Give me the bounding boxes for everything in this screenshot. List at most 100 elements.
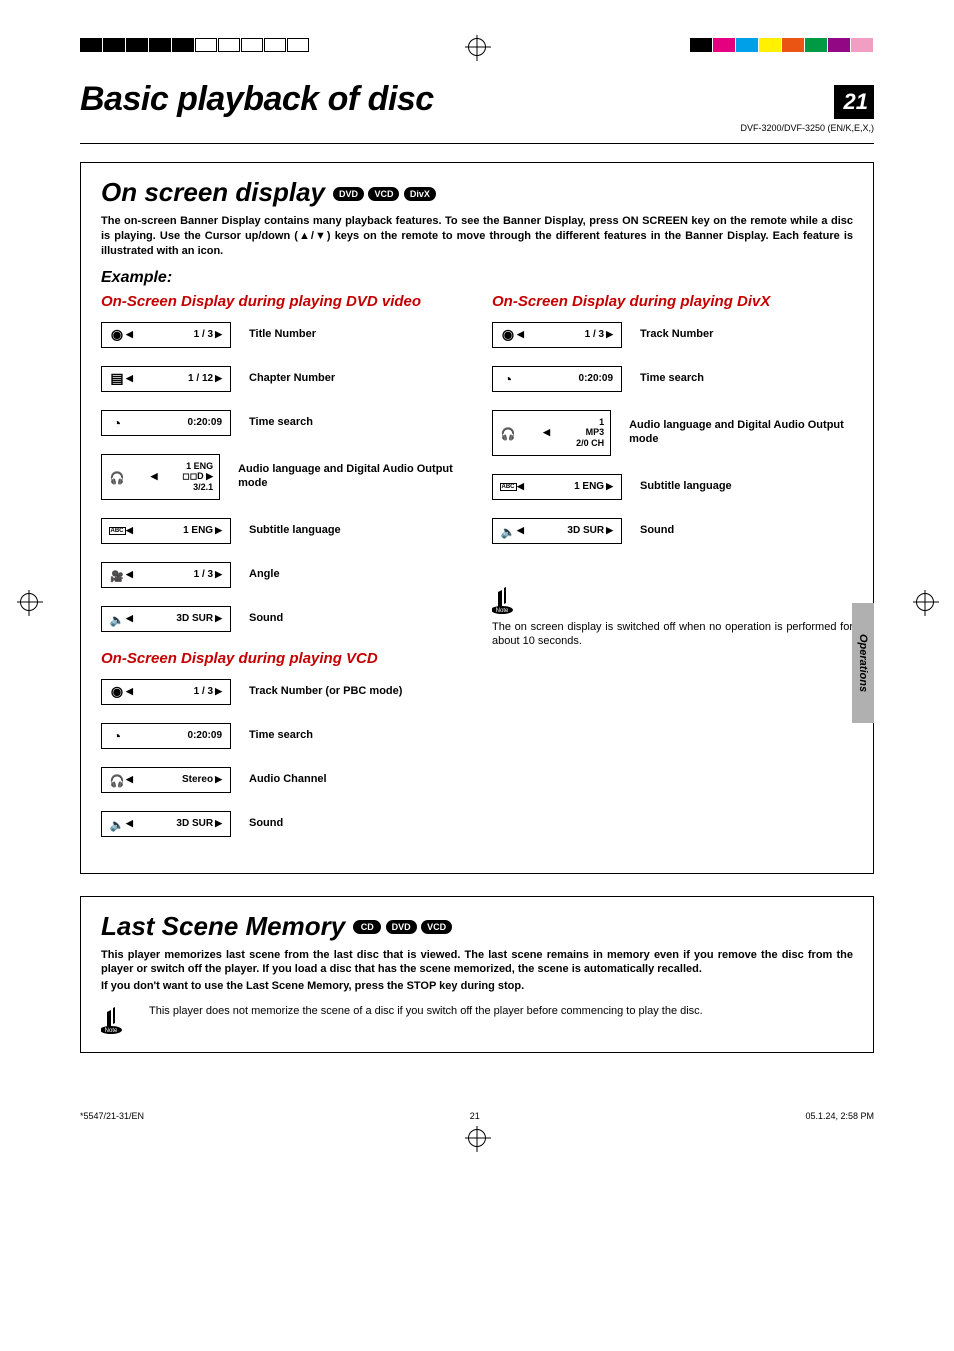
osd-box: 0:20:09	[492, 366, 622, 392]
format-badge: DivX	[404, 187, 436, 201]
footer-right: 05.1.24, 2:58 PM	[805, 1111, 874, 1121]
osd-dvd-heading: On-Screen Display during playing DVD vid…	[101, 293, 462, 310]
lsm-title: Last Scene Memory	[101, 911, 345, 942]
osd-box: ◀3D SUR▶	[101, 606, 231, 632]
left-arrow-icon: ◀	[126, 569, 133, 580]
osd-row: ◀3D SUR▶Sound	[492, 518, 853, 544]
left-arrow-icon: ◀	[126, 613, 133, 624]
osd-value: 1 / 12▶	[133, 373, 224, 384]
format-badge: VCD	[368, 187, 399, 201]
osd-row: ◀1 ENG◻◻D ▶3/2.1 Audio language and Digit…	[101, 454, 462, 500]
osd-row: ◀1 / 3▶ Angle	[101, 562, 462, 588]
osd-divx-heading: On-Screen Display during playing DivX	[492, 293, 853, 310]
osd-box: ◀3D SUR▶	[101, 811, 231, 837]
registration-target-right-icon	[916, 593, 934, 611]
osd-row: ◀1 / 12▶Chapter Number	[101, 366, 462, 392]
color-swatch	[782, 38, 804, 52]
left-arrow-icon: ◀	[517, 525, 524, 536]
osd-row: ◀1 / 3▶ Track Number (or PBC mode)	[101, 679, 462, 705]
osd-vcd-heading: On-Screen Display during playing VCD	[101, 650, 462, 667]
osd-desc: Title Number	[249, 328, 316, 342]
osd-desc: Time search	[249, 729, 313, 743]
osd-header: On screen display DVD VCD DivX	[101, 177, 853, 208]
osd-desc: Subtitle language	[640, 480, 732, 494]
osd-value: 1 ENG◻◻D ▶3/2.1	[182, 461, 213, 492]
osd-title: On screen display	[101, 177, 325, 208]
osd-note-text: The on screen display is switched off wh…	[492, 620, 853, 650]
osd-row: ◀3D SUR▶ Sound	[101, 606, 462, 632]
clock-icon	[499, 370, 517, 388]
osd-desc: Time search	[640, 372, 704, 386]
abc-icon: ABC	[108, 522, 126, 540]
color-swatches	[690, 38, 874, 52]
abc-icon: ABC	[499, 478, 517, 496]
osd-desc: Track Number (or PBC mode)	[249, 685, 402, 699]
model-line: DVF-3200/DVF-3250 (EN/K,E,X,)	[80, 123, 874, 133]
osd-row: ◀1 / 3▶ Track Number	[492, 322, 853, 348]
format-badge: DVD	[386, 920, 417, 934]
lsm-section: Last Scene Memory CD DVD VCD This player…	[80, 896, 874, 1054]
footer-center: 21	[470, 1111, 480, 1121]
color-swatch	[805, 38, 827, 52]
disc-icon	[108, 326, 126, 344]
osd-row: ◀Stereo▶Audio Channel	[101, 767, 462, 793]
osd-desc: Audio language and Digital Audio Output …	[629, 419, 853, 447]
osd-box: ABC◀1 ENG▶	[101, 518, 231, 544]
osd-row: ABC◀1 ENG▶ Subtitle language	[492, 474, 853, 500]
osd-box: 0:20:09	[101, 410, 231, 436]
clock-icon	[108, 727, 126, 745]
format-badge: VCD	[421, 920, 452, 934]
osd-value: Stereo▶	[133, 774, 224, 785]
osd-desc: Time search	[249, 416, 313, 430]
osd-value: 3D SUR▶	[133, 613, 224, 624]
osd-row: 0:20:09 Time search	[101, 723, 462, 749]
page-title: Basic playback of disc	[80, 80, 434, 119]
printer-marks-bottom	[0, 1129, 954, 1159]
osd-desc: Sound	[249, 612, 283, 626]
note-icon: Note	[492, 584, 528, 614]
osd-desc: Subtitle language	[249, 524, 341, 538]
osd-box: ◀1 / 12▶	[101, 366, 231, 392]
color-swatch	[736, 38, 758, 52]
osd-value: 1 ENG▶	[133, 525, 224, 536]
side-tab-operations: Operations	[852, 603, 874, 723]
registration-blocks-left	[80, 38, 310, 52]
example-label: Example:	[101, 269, 853, 287]
chap-icon	[108, 370, 126, 388]
osd-value: 1 / 3▶	[133, 329, 224, 340]
color-swatch	[713, 38, 735, 52]
osd-box: ◀1 ENG◻◻D ▶3/2.1	[101, 454, 220, 500]
left-arrow-icon: ◀	[126, 329, 133, 340]
spk-icon	[108, 815, 126, 833]
spk-icon	[108, 610, 126, 628]
osd-value: 3D SUR▶	[133, 818, 224, 829]
osd-box: ◀1MP32/0 CH	[492, 410, 611, 456]
page-number-badge: 21	[834, 85, 874, 119]
osd-box: ABC◀1 ENG▶	[492, 474, 622, 500]
registration-target-left-icon	[20, 593, 38, 611]
osd-value: 0:20:09	[517, 373, 615, 384]
osd-box: ◀1 / 3▶	[101, 679, 231, 705]
osd-desc: Track Number	[640, 328, 713, 342]
osd-value: 0:20:09	[126, 417, 224, 428]
spk-icon	[499, 522, 517, 540]
clock-icon	[108, 414, 126, 432]
cam-icon	[108, 566, 126, 584]
osd-desc: Angle	[249, 568, 280, 582]
left-arrow-icon: ◀	[517, 481, 524, 492]
color-swatch	[828, 38, 850, 52]
lsm-body: This player memorizes last scene from th…	[101, 948, 853, 978]
osd-box: 0:20:09	[101, 723, 231, 749]
osd-note-block: Note The on screen display is switched o…	[492, 584, 853, 650]
color-swatch	[690, 38, 712, 52]
registration-target-icon	[468, 38, 486, 56]
osd-box: ◀3D SUR▶	[492, 518, 622, 544]
osd-box: ◀Stereo▶	[101, 767, 231, 793]
osd-box: ◀1 / 3▶	[492, 322, 622, 348]
osd-value: 1MP32/0 CH	[576, 417, 604, 448]
osd-row: ◀1MP32/0 CH Audio language and Digital Au…	[492, 410, 853, 456]
head-icon	[108, 771, 126, 789]
disc-icon	[499, 326, 517, 344]
osd-desc: Audio language and Digital Audio Output …	[238, 463, 462, 491]
osd-box: ◀1 / 3▶	[101, 562, 231, 588]
